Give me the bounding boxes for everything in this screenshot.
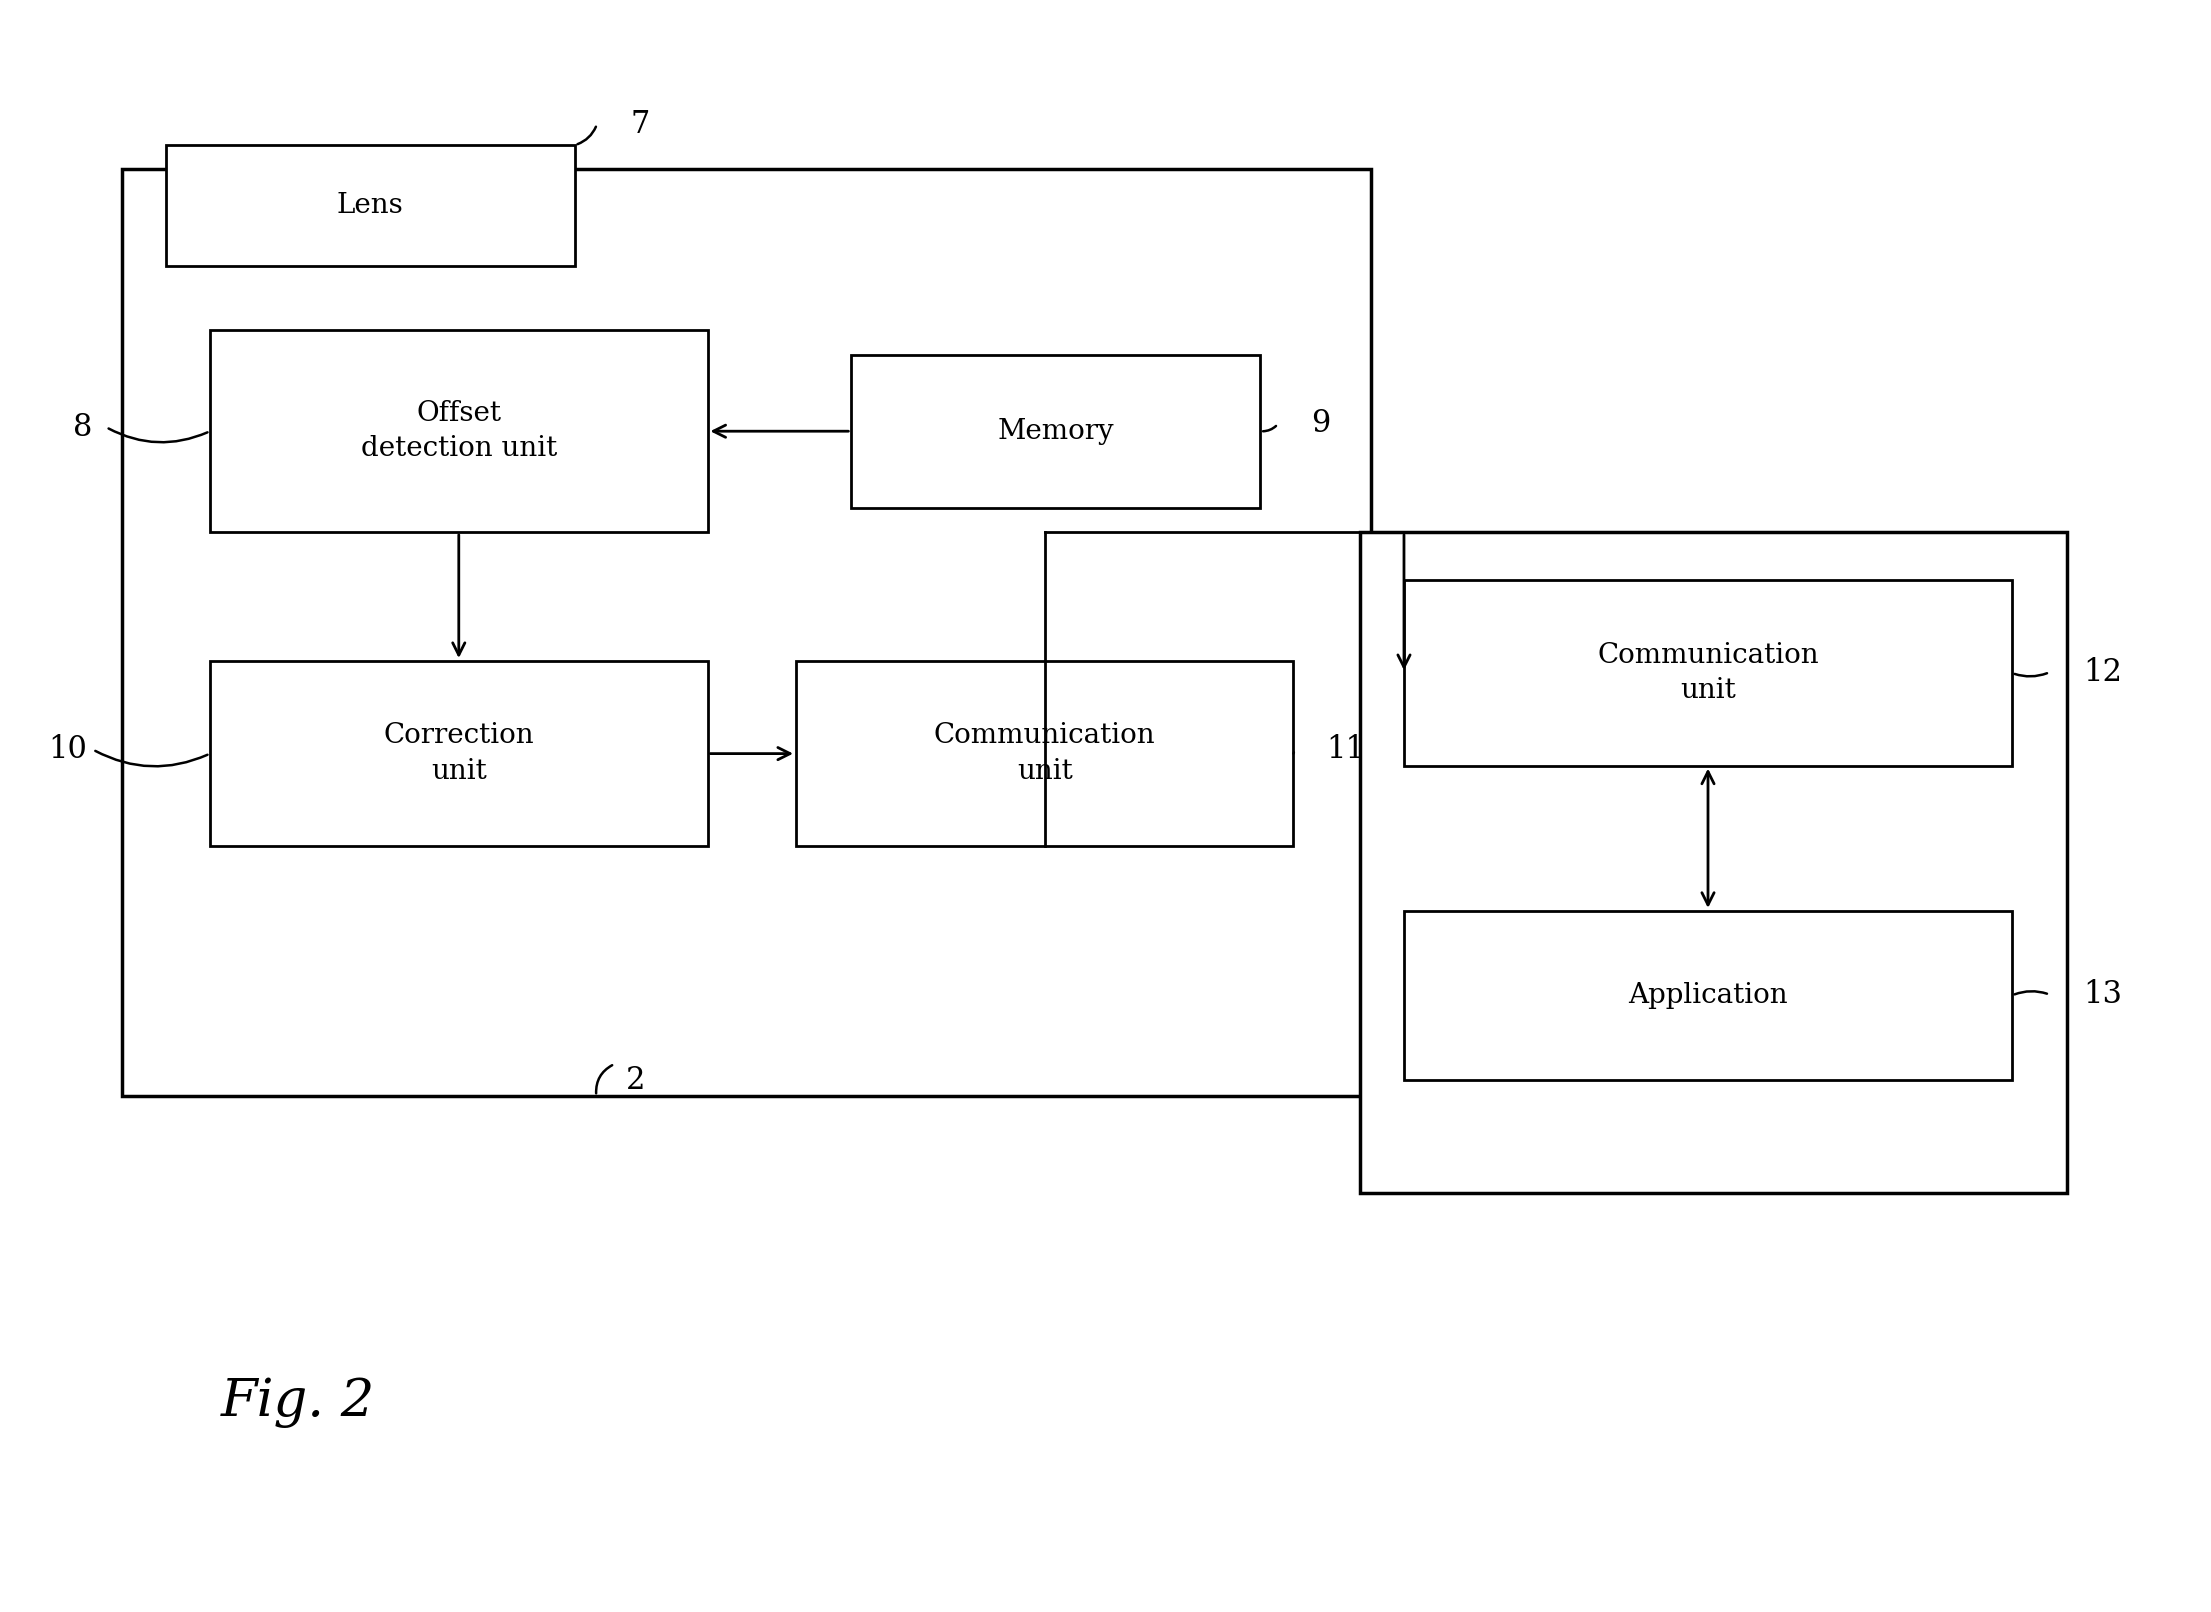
Bar <box>122 169 1371 1096</box>
Bar <box>166 145 575 266</box>
Bar <box>851 355 1260 508</box>
Text: 10: 10 <box>49 733 88 766</box>
Text: Communication
unit: Communication unit <box>1596 642 1820 704</box>
Text: Application: Application <box>1627 982 1789 1009</box>
Text: Memory: Memory <box>997 418 1114 445</box>
Bar <box>796 661 1293 846</box>
Text: 9: 9 <box>1311 408 1331 440</box>
Text: Correction
unit: Correction unit <box>383 722 535 785</box>
Text: 13: 13 <box>2083 978 2123 1011</box>
Text: Offset
detection unit: Offset detection unit <box>360 400 557 463</box>
Bar <box>1360 532 2067 1193</box>
Bar <box>210 330 708 532</box>
Bar <box>210 661 708 846</box>
Bar <box>1404 911 2012 1080</box>
Text: 8: 8 <box>73 411 93 443</box>
Text: Lens: Lens <box>336 192 405 219</box>
Text: 12: 12 <box>2083 656 2123 688</box>
Text: 7: 7 <box>630 108 650 140</box>
Text: Fig. 2: Fig. 2 <box>221 1377 376 1428</box>
Bar <box>1404 580 2012 766</box>
Text: 11: 11 <box>1327 733 1366 766</box>
Text: Communication
unit: Communication unit <box>933 722 1156 785</box>
Text: 2: 2 <box>626 1064 646 1096</box>
